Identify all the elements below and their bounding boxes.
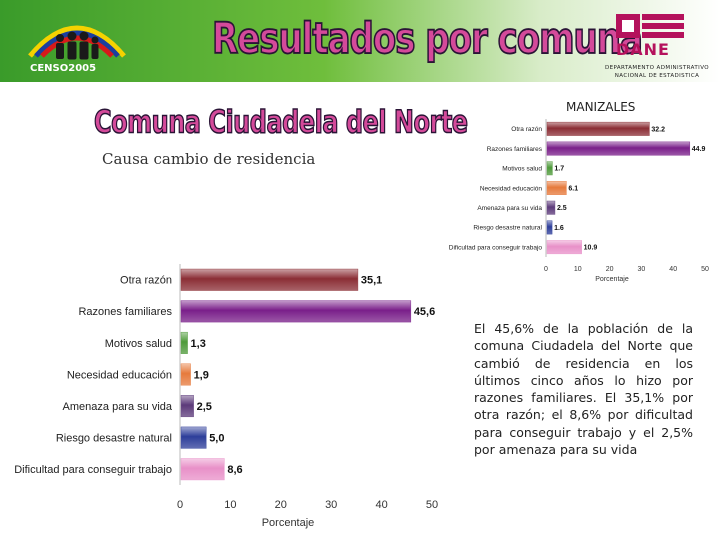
bar [180,426,207,449]
value-label: 5,0 [209,432,224,444]
category-label: Razones familiares [78,306,172,318]
value-label: 8,6 [227,464,242,476]
value-label: 32.2 [651,126,665,133]
bar [546,181,567,195]
x-axis-title: Porcentaje [262,517,315,529]
bar [180,363,191,386]
comuna-title: Comuna Ciudadela del Norte [93,103,468,141]
x-axis-title: Porcentaje [595,276,629,283]
value-label: 45,6 [414,306,435,318]
x-tick-label: 20 [275,499,287,511]
value-label: 1,9 [194,369,209,381]
x-tick-label: 50 [701,266,709,273]
category-label: Dificultad para conseguir trabajo [14,464,172,476]
bar [180,458,225,481]
value-label: 6.1 [568,185,578,192]
category-label: Razones familiares [487,146,543,153]
bar [546,220,553,235]
category-label: Otra razón [120,275,172,287]
value-label: 44.9 [692,146,706,153]
dane-logo-word: DANE [616,40,670,59]
category-label: Dificultad para conseguir trabajo [449,244,543,251]
bar [180,395,194,418]
category-label: Amenaza para su vida [477,205,542,212]
x-tick-label: 20 [606,266,614,273]
category-label: Necesidad educación [480,185,543,192]
census-logo-text: CENSO2005 [30,63,97,74]
value-label: 35,1 [361,275,382,287]
bar [546,200,556,215]
header-banner: CENSO2005 Resultados por comuna DANE DEP… [0,0,720,82]
value-label: 2,5 [197,401,212,413]
category-label: Necesidad educación [67,369,172,381]
x-tick-label: 10 [224,499,236,511]
x-tick-label: 40 [375,499,387,511]
value-label: 1,3 [191,338,206,350]
bar [546,121,650,136]
dane-subtitle-line1: DEPARTAMENTO ADMINISTRATIVO [605,65,709,71]
x-tick-label: 30 [325,499,337,511]
description-text: El 45,6% de la población de la comuna Ci… [474,321,693,458]
bar [180,268,359,291]
page-title: Resultados por comuna [211,13,643,65]
census-logo-icon [28,25,126,60]
category-label: Amenaza para su vida [63,401,173,413]
value-label: 10.9 [584,245,598,252]
dane-subtitle-line2: NACIONAL DE ESTADISTICA [614,73,700,79]
x-tick-label: 30 [638,266,646,273]
category-label: Otra razón [511,126,542,133]
bar [546,141,691,156]
value-label: 2.5 [557,205,567,212]
comuna-bar-chart: Otra razón 35,1 Razones familiares 45,6 Moti… [14,264,438,529]
bar [180,331,188,354]
category-label: Riesgo desastre natural [473,225,542,232]
dane-subtitle: DEPARTAMENTO ADMINISTRATIVO NACIONAL DE … [602,64,712,80]
x-tick-label: 0 [177,499,183,511]
x-tick-label: 0 [544,266,548,273]
chart-subtitle: Causa cambio de residencia [102,150,316,168]
city-label: MANIZALES [566,100,636,114]
value-label: 1.6 [554,225,564,232]
dane-logo-icon [616,14,684,38]
x-tick-label: 40 [669,266,677,273]
bar [546,161,553,176]
bar [546,240,582,255]
category-label: Motivos salud [105,338,172,350]
bar [180,300,412,323]
category-label: Riesgo desastre natural [56,432,172,444]
x-tick-label: 10 [574,266,582,273]
manizales-bar-chart: Otra razón 32.2 Razones familiares 44.9 Moti… [449,119,709,283]
x-tick-label: 50 [426,499,438,511]
category-label: Motivos salud [502,166,542,173]
value-label: 1.7 [554,166,564,173]
